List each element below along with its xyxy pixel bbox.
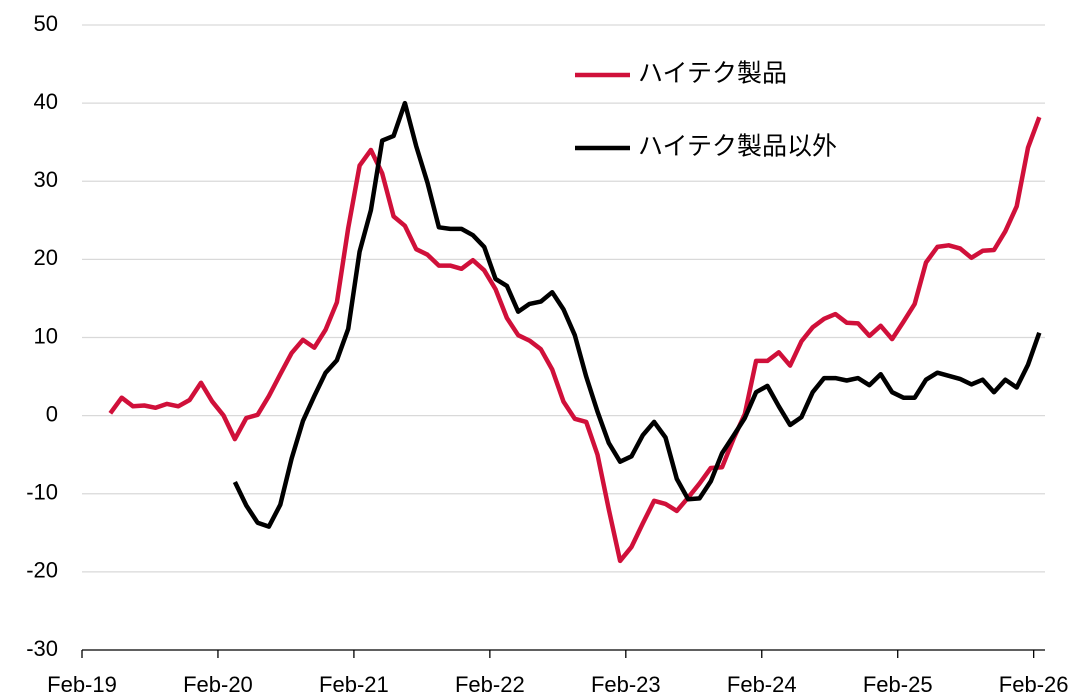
x-tick-label: Feb-24	[727, 672, 797, 697]
y-tick-label: 40	[34, 89, 58, 114]
y-tick-label: -30	[26, 636, 58, 661]
y-tick-label: -20	[26, 558, 58, 583]
y-tick-label: 20	[34, 245, 58, 270]
legend-label: ハイテク製品	[638, 60, 787, 88]
x-tick-label: Feb-20	[183, 672, 253, 697]
y-tick-label: 50	[34, 11, 58, 36]
line-series	[108, 116, 1042, 564]
y-tick-label: 0	[46, 401, 58, 426]
x-tick-label: Feb-25	[863, 672, 933, 697]
x-tick-label: Feb-19	[47, 672, 117, 697]
y-tick-label: 30	[34, 167, 58, 192]
x-tick-label: Feb-23	[591, 672, 661, 697]
y-tick-label: -10	[26, 480, 58, 505]
x-tick-label: Feb-26	[999, 672, 1069, 697]
x-tick-label: Feb-22	[455, 672, 525, 697]
line-series	[232, 100, 1042, 529]
y-tick-label: 10	[34, 323, 58, 348]
legend-label: ハイテク製品以外	[638, 133, 837, 161]
x-tick-label: Feb-21	[319, 672, 389, 697]
